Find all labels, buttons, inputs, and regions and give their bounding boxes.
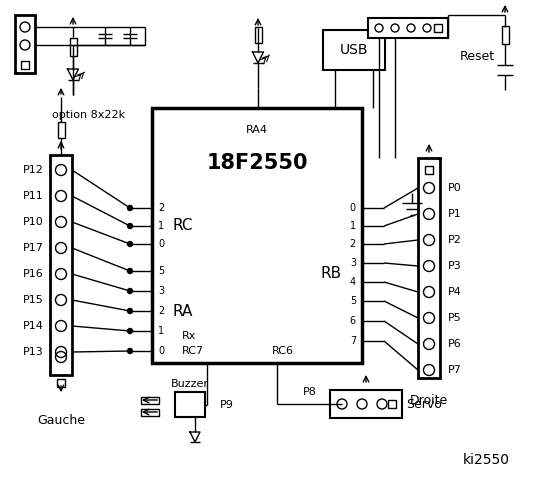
Text: P9: P9 bbox=[220, 399, 234, 409]
Text: 3: 3 bbox=[158, 286, 164, 296]
Text: Droite: Droite bbox=[410, 394, 448, 407]
Bar bbox=[141, 408, 159, 416]
Text: P10: P10 bbox=[23, 217, 44, 227]
Text: 5: 5 bbox=[349, 296, 356, 306]
Text: 3: 3 bbox=[350, 258, 356, 268]
Text: 2: 2 bbox=[349, 239, 356, 249]
Bar bbox=[425, 166, 433, 174]
Text: P13: P13 bbox=[23, 347, 44, 357]
Text: 0: 0 bbox=[350, 203, 356, 213]
Bar bbox=[50, 155, 72, 375]
Text: P0: P0 bbox=[448, 183, 462, 193]
Bar bbox=[57, 379, 65, 387]
Text: P5: P5 bbox=[448, 313, 462, 323]
Text: Buzzer: Buzzer bbox=[171, 379, 209, 389]
Bar bbox=[21, 61, 29, 69]
Text: RC7: RC7 bbox=[182, 346, 204, 356]
Bar bbox=[254, 27, 262, 43]
Circle shape bbox=[128, 309, 133, 313]
Text: 7: 7 bbox=[349, 336, 356, 346]
Text: 0: 0 bbox=[158, 239, 164, 249]
Text: P1: P1 bbox=[448, 209, 462, 219]
Text: 0: 0 bbox=[158, 346, 164, 356]
Bar bbox=[388, 400, 396, 408]
Text: P8: P8 bbox=[303, 387, 317, 397]
Text: 5: 5 bbox=[158, 266, 164, 276]
Text: ki2550: ki2550 bbox=[463, 453, 510, 467]
Circle shape bbox=[128, 224, 133, 228]
Text: RB: RB bbox=[321, 265, 342, 280]
Text: Servo: Servo bbox=[406, 397, 442, 410]
Bar bbox=[152, 108, 362, 363]
Text: Gauche: Gauche bbox=[37, 413, 85, 427]
Text: P14: P14 bbox=[23, 321, 44, 331]
Text: RC: RC bbox=[172, 218, 192, 233]
Text: P2: P2 bbox=[448, 235, 462, 245]
Text: RA4: RA4 bbox=[246, 125, 268, 135]
Text: 2: 2 bbox=[158, 306, 164, 316]
Bar bbox=[330, 390, 402, 418]
Circle shape bbox=[128, 241, 133, 247]
Bar bbox=[175, 392, 205, 417]
Text: 1: 1 bbox=[350, 221, 356, 231]
Text: option 8x22k: option 8x22k bbox=[53, 110, 126, 120]
Text: 1: 1 bbox=[158, 326, 164, 336]
Text: P15: P15 bbox=[23, 295, 44, 305]
Text: P6: P6 bbox=[448, 339, 462, 349]
Circle shape bbox=[128, 348, 133, 353]
Circle shape bbox=[128, 205, 133, 211]
Text: P16: P16 bbox=[23, 269, 44, 279]
Bar bbox=[323, 30, 385, 70]
Bar bbox=[418, 158, 440, 378]
Text: P17: P17 bbox=[23, 243, 44, 253]
Text: USB: USB bbox=[340, 43, 368, 57]
Bar bbox=[141, 396, 159, 404]
Circle shape bbox=[128, 328, 133, 334]
Text: P11: P11 bbox=[23, 191, 44, 201]
Text: Reset: Reset bbox=[460, 50, 495, 63]
Bar bbox=[434, 24, 442, 32]
Text: Rx: Rx bbox=[182, 331, 196, 341]
Circle shape bbox=[128, 268, 133, 274]
Text: P3: P3 bbox=[448, 261, 462, 271]
Bar bbox=[502, 26, 509, 44]
Text: P7: P7 bbox=[448, 365, 462, 375]
Text: 6: 6 bbox=[350, 316, 356, 326]
Text: RA: RA bbox=[172, 303, 192, 319]
Text: RC6: RC6 bbox=[272, 346, 294, 356]
Text: 4: 4 bbox=[350, 277, 356, 287]
Text: P12: P12 bbox=[23, 165, 44, 175]
Text: 18F2550: 18F2550 bbox=[206, 153, 308, 173]
Text: 1: 1 bbox=[158, 221, 164, 231]
Bar bbox=[15, 15, 35, 73]
Text: 2: 2 bbox=[158, 203, 164, 213]
Bar bbox=[58, 122, 65, 138]
Circle shape bbox=[128, 288, 133, 293]
Bar bbox=[70, 38, 76, 56]
Bar bbox=[368, 18, 448, 38]
Text: P4: P4 bbox=[448, 287, 462, 297]
